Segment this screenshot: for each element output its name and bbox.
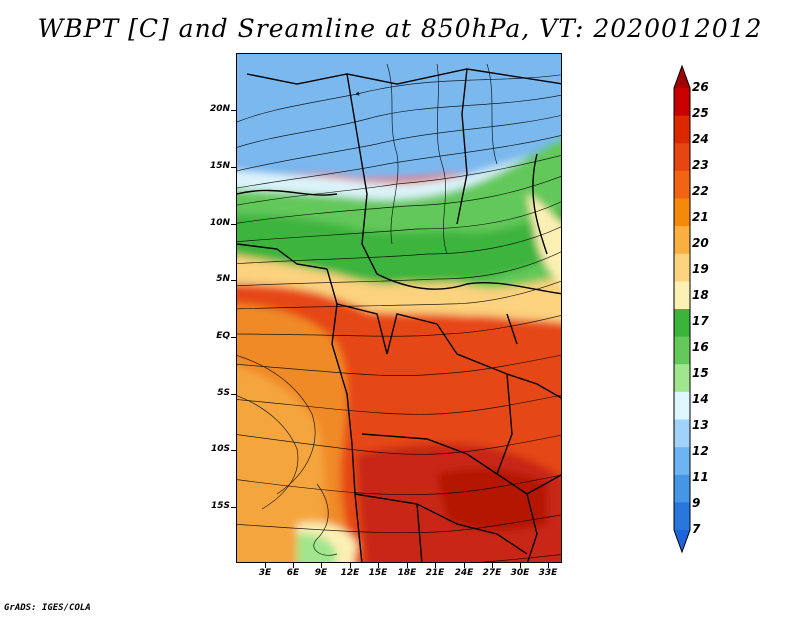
colorbar-label: 7	[692, 522, 701, 536]
colorbar-label: 15	[692, 366, 709, 380]
footer-credit: GrADS: IGES/COLA	[4, 603, 91, 613]
colorbar-segment	[674, 253, 690, 282]
lat-label: 15S	[210, 501, 230, 511]
colorbar-label: 12	[692, 444, 709, 458]
colorbar-label: 24	[692, 132, 709, 146]
lon-label: 6E	[286, 568, 300, 578]
colorbar-label: 13	[692, 418, 709, 432]
colorbar-label: 19	[692, 262, 709, 276]
lon-label: 33E	[538, 568, 558, 578]
lon-label: 27E	[482, 568, 502, 578]
lon-label: 18E	[397, 568, 417, 578]
lat-label: 15N	[209, 161, 230, 171]
colorbar-segment	[674, 502, 690, 531]
colorbar-segment	[674, 88, 690, 117]
lat-label: 10N	[209, 218, 230, 228]
colorbar-label: 23	[692, 158, 709, 172]
colorbar-segment	[674, 474, 690, 503]
colorbar-label: 9	[692, 496, 701, 510]
lat-label: 5N	[216, 274, 230, 284]
lon-label: 9E	[314, 568, 328, 578]
lon-label: 30E	[510, 568, 530, 578]
colorbar-top-arrow	[674, 66, 690, 88]
colorbar-segment	[674, 447, 690, 476]
lon-label: 24E	[454, 568, 474, 578]
wbpt-field	[237, 54, 561, 562]
colorbar-label: 18	[692, 288, 709, 302]
colorbar	[673, 64, 691, 554]
lat-label: EQ	[216, 331, 230, 341]
colorbar-segment	[674, 170, 690, 199]
colorbar-segment	[674, 226, 690, 255]
colorbar-segment	[674, 115, 690, 144]
lat-label: 20N	[209, 104, 230, 114]
colorbar-label: 17	[692, 314, 709, 328]
lon-label: 12E	[340, 568, 360, 578]
colorbar-label: 14	[692, 392, 709, 406]
map-title: WBPT [C] and Sreamline at 850hPa, VT: 20…	[37, 14, 763, 43]
colorbar-segment	[674, 198, 690, 227]
lon-label: 3E	[258, 568, 272, 578]
streamlines	[237, 63, 561, 562]
lon-label: 21E	[425, 568, 445, 578]
lon-label: 15E	[368, 568, 388, 578]
colorbar-segment	[674, 309, 690, 338]
colorbar-segments	[674, 66, 690, 552]
colorbar-segment	[674, 281, 690, 310]
colorbar-bottom-arrow	[674, 530, 690, 552]
colorbar-label: 11	[692, 470, 709, 484]
colorbar-label: 21	[692, 210, 709, 224]
colorbar-label: 20	[692, 236, 709, 250]
colorbar-segment	[674, 336, 690, 365]
country-borders	[237, 68, 561, 562]
colorbar-label: 22	[692, 184, 709, 198]
map-plot[interactable]	[236, 53, 562, 563]
colorbar-segment	[674, 143, 690, 172]
region-yellow-band	[237, 255, 561, 324]
colorbar-segment	[674, 364, 690, 393]
colorbar-label: 26	[692, 80, 709, 94]
colorbar-segment	[674, 419, 690, 448]
lat-label: 5S	[217, 388, 230, 398]
colorbar-label: 16	[692, 340, 709, 354]
colorbar-segment	[674, 391, 690, 420]
lat-label: 10S	[210, 444, 230, 454]
colorbar-label: 25	[692, 106, 709, 120]
